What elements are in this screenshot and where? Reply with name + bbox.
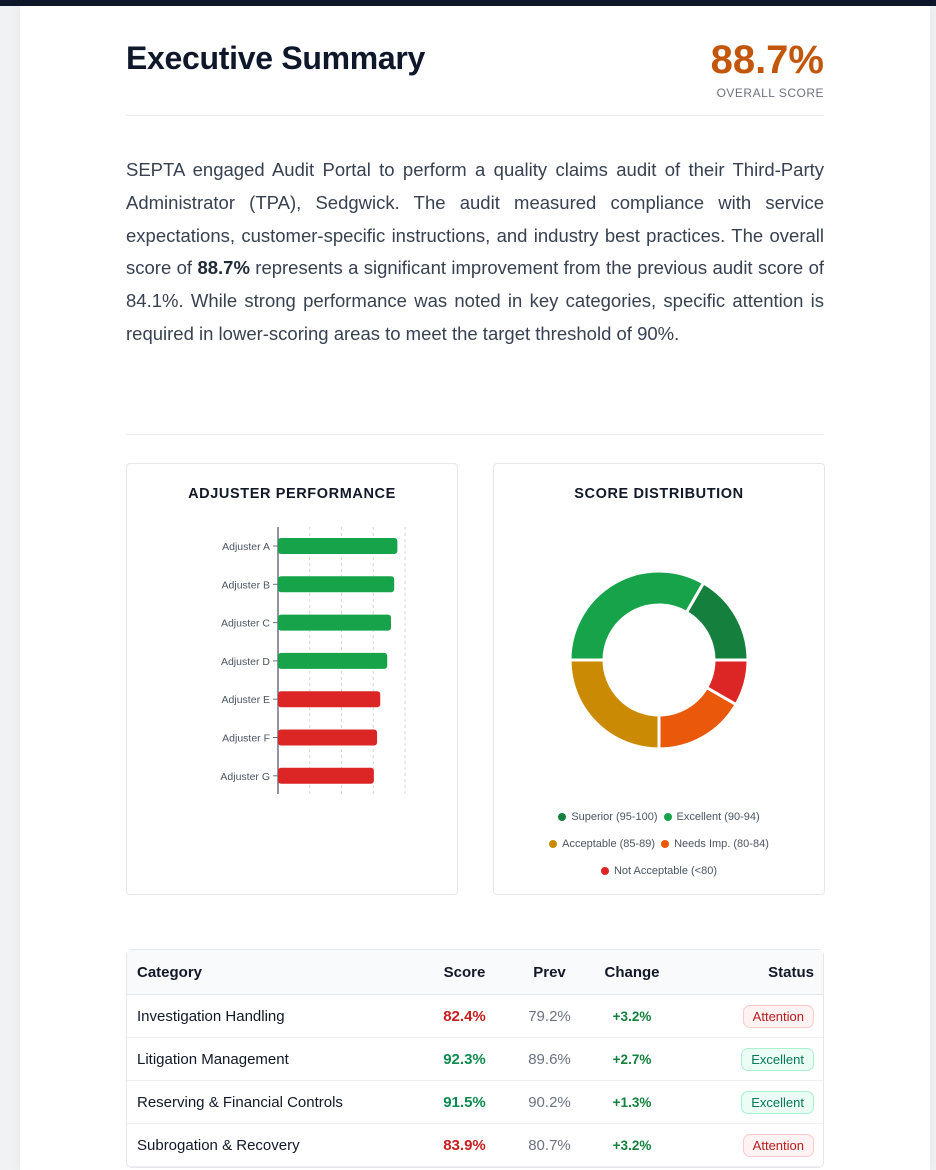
col-score[interactable]: Score [417,950,512,995]
legend-label: Superior (95-100) [571,811,658,823]
legend-item[interactable]: Not Acceptable (<80) [600,858,718,884]
category-cell: Reserving & Financial Controls [127,1081,417,1124]
top-bar [0,0,936,6]
legend-dot [600,867,609,875]
overall-score: 88.7% [710,38,824,82]
status-badge: Attention [742,1004,814,1028]
status-badge: Attention [742,1133,814,1157]
legend-label: Excellent (90-94) [676,811,760,823]
legend-label: Not Acceptable (<80) [613,865,718,877]
change-cell: +3.2% [587,1124,677,1167]
bar-adjuster-f [278,729,378,746]
bar-adjuster-g [278,767,374,784]
status-badge: Excellent [741,1047,814,1071]
legend-label: Needs Imp. (80-84) [674,838,769,850]
legend-label: Acceptable (85-89) [562,838,656,850]
prev-cell: 79.2% [512,995,587,1038]
page-title: Executive Summary [126,40,426,76]
category-table: Category Score Prev Change Status Invest… [126,949,824,1168]
prev-cell: 89.6% [512,1038,587,1081]
table-row[interactable]: Investigation Handling 82.4% 79.2% +3.2%… [127,995,823,1038]
chart-legend: Superior (95-100) Excellent (90-94) Accep… [494,804,824,885]
change-cell: +2.7% [587,1038,677,1081]
summary-text: SEPTA engaged Audit Portal to perform a … [126,159,824,279]
summary-highlight: 88.7% [197,257,250,279]
prev-cell: 80.7% [512,1124,587,1167]
legend-item[interactable]: Superior (95-100) [558,804,658,830]
bar-adjuster-d [278,652,388,669]
donut-slice-1 [568,569,706,662]
status-badge: Excellent [741,1090,814,1114]
tick-label: Adjuster B [222,579,270,591]
chart-title: SCORE DISTRIBUTION [574,486,744,502]
donut-slice-4 [704,658,750,707]
score-distribution-panel: SCORE DISTRIBUTION Superior (95-100) Exce… [493,463,825,895]
col-change[interactable]: Change [587,950,677,995]
legend-dot [558,813,567,821]
score-cell: 92.3% [417,1038,512,1081]
tick-label: Adjuster E [222,694,270,706]
col-prev[interactable]: Prev [512,950,587,995]
status-cell: Excellent [677,1038,823,1081]
col-category[interactable]: Category [127,950,417,995]
change-cell: +3.2% [587,995,677,1038]
score-cell: 91.5% [417,1081,512,1124]
status-cell: Attention [677,995,823,1038]
col-status[interactable]: Status [677,950,823,995]
donut-chart [568,569,750,751]
table-row[interactable]: Subrogation & Recovery 83.9% 80.7% +3.2%… [127,1124,823,1167]
chart-title: ADJUSTER PERFORMANCE [188,486,396,502]
legend-dot [663,813,672,821]
bar-adjuster-e [278,691,381,708]
legend-item[interactable]: Needs Imp. (80-84) [661,831,769,857]
change-cell: +1.3% [587,1081,677,1124]
score-cell: 82.4% [417,995,512,1038]
report-page: Executive Summary 88.7% OVERALL SCORE SE… [20,6,930,1170]
bar-adjuster-a [278,538,398,554]
table-header-row: Category Score Prev Change Status [127,950,823,995]
legend-item[interactable]: Acceptable (85-89) [549,831,655,857]
tick-label: Adjuster G [220,771,270,783]
divider [126,434,824,435]
table-row[interactable]: Litigation Management 92.3% 89.6% +2.7% … [127,1038,823,1081]
tick-label: Adjuster A [222,541,270,553]
legend-item[interactable]: Excellent (90-94) [663,804,760,830]
summary-header: Executive Summary 88.7% OVERALL SCORE [126,34,824,116]
category-cell: Investigation Handling [127,995,417,1038]
legend-dot [549,840,558,848]
category-cell: Subrogation & Recovery [127,1124,417,1167]
bar-chart: Adjuster A Adjuster B Adjuster C Adjuster D… [220,527,406,794]
score-cell: 83.9% [417,1124,512,1167]
status-cell: Attention [677,1124,823,1167]
donut-slice-2 [568,658,661,751]
bar-adjuster-b [278,576,395,593]
status-cell: Excellent [677,1081,823,1124]
adjuster-performance-panel: ADJUSTER PERFORMANCE Adjuster A Adjuster … [126,463,458,895]
overall-score-label: OVERALL SCORE [716,86,824,100]
summary-text: represents a significant improvement fro… [126,257,825,344]
bar-adjuster-c [278,614,392,631]
tick-label: Adjuster F [222,733,270,745]
prev-cell: 90.2% [512,1081,587,1124]
table-row[interactable]: Reserving & Financial Controls 91.5% 90.… [127,1081,823,1124]
category-cell: Litigation Management [127,1038,417,1081]
summary-paragraph: SEPTA engaged Audit Portal to perform a … [126,154,824,351]
legend-dot [661,840,670,848]
tick-label: Adjuster D [221,656,270,668]
tick-label: Adjuster C [221,618,270,630]
